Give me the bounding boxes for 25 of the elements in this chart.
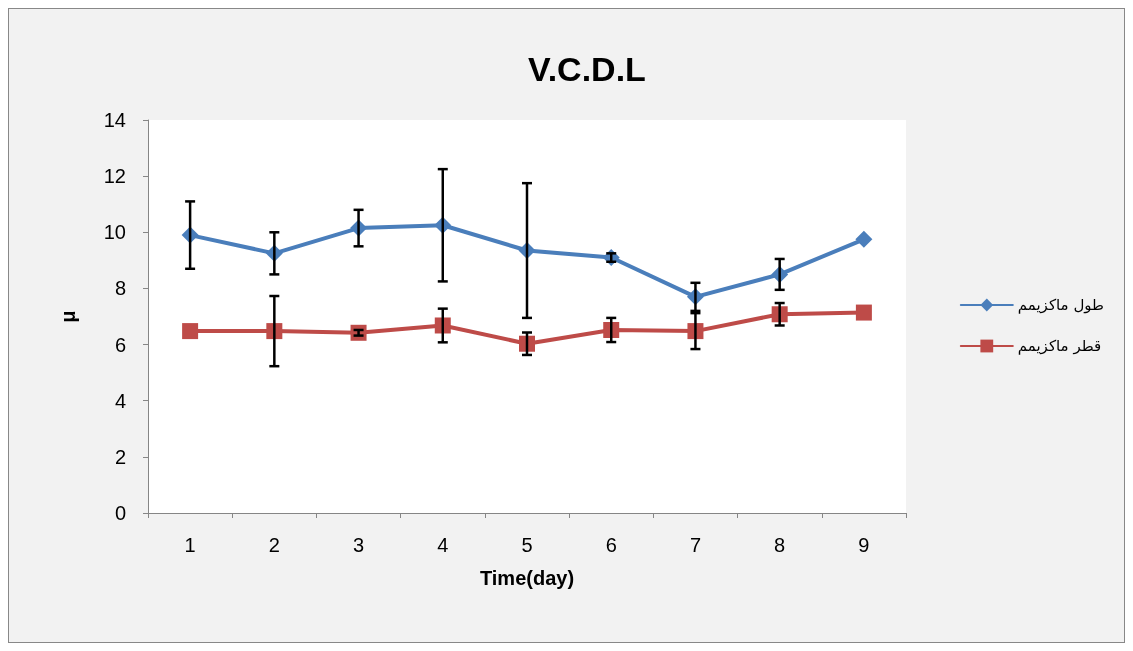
x-tick-label: 6 bbox=[605, 534, 617, 556]
y-tick-label: 2 bbox=[114, 445, 126, 468]
x-tick-label: 3 bbox=[352, 534, 365, 556]
point bbox=[182, 323, 199, 340]
x-tick-label: 8 bbox=[774, 534, 786, 556]
x-tick-label: 7 bbox=[689, 534, 702, 556]
point bbox=[855, 230, 873, 248]
x-tick-label: 4 bbox=[437, 534, 449, 556]
y-tick-label: 8 bbox=[114, 277, 126, 300]
x-tick-label: 5 bbox=[521, 534, 533, 556]
x-tick-label: 2 bbox=[268, 534, 280, 556]
chart-title: V.C.D.L bbox=[528, 50, 646, 88]
legend-label: طول ماکزیمم bbox=[1017, 296, 1105, 314]
y-tick-label: 10 bbox=[103, 221, 126, 244]
y-axis-title: μ bbox=[57, 310, 79, 323]
y-tick-label: 4 bbox=[114, 389, 126, 412]
x-axis-title: Time(day) bbox=[479, 567, 575, 589]
x-tick-label: 1 bbox=[184, 534, 196, 556]
y-tick-label: 12 bbox=[103, 165, 126, 188]
y-tick-label: 14 bbox=[103, 109, 126, 131]
legend-label: قطر ماکزیمم bbox=[1017, 337, 1102, 355]
x-tick-label: 9 bbox=[858, 534, 870, 556]
y-tick-label: 6 bbox=[114, 333, 126, 356]
y-tick-label: 0 bbox=[114, 502, 126, 524]
point bbox=[855, 304, 872, 321]
